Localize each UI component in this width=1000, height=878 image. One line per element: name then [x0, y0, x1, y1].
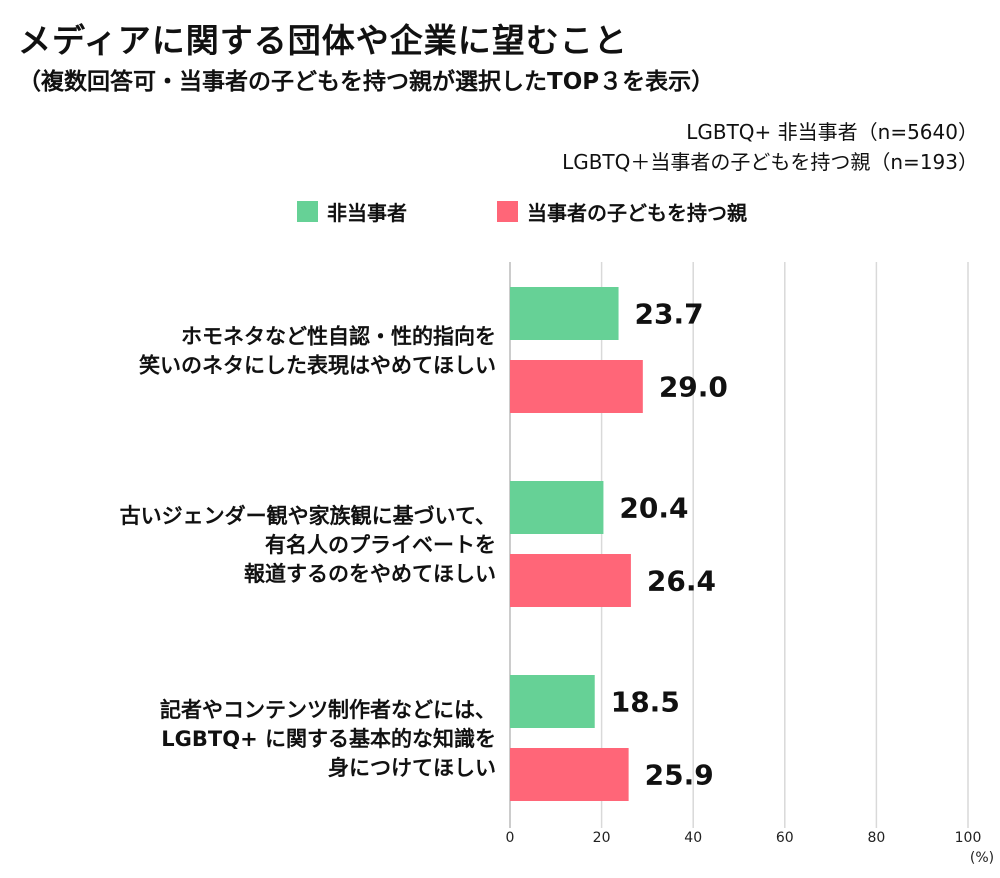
- x-tick-label-20: 20: [593, 830, 611, 846]
- bar-parents-1: [510, 360, 643, 413]
- category-label-3: 記者やコンテンツ制作者などには、 LGBTQ+ に関する基本的な知識を身につけてほ…: [160, 698, 496, 780]
- bar-non-lgbtq-3: [510, 675, 595, 728]
- x-tick-label-80: 80: [867, 830, 885, 846]
- value-label-non-lgbtq-3: 18.5: [611, 686, 680, 719]
- sample-note-parents: LGBTQ＋当事者の子どもを持つ親（n=193）: [562, 150, 978, 174]
- x-tick-label-100: 100: [955, 830, 982, 846]
- category-label-line: 身につけてほしい: [328, 756, 496, 780]
- legend: 非当事者 当事者の子どもを持つ親: [0, 197, 1000, 227]
- legend-label-non-lgbtq: 非当事者: [327, 201, 407, 225]
- value-label-parents-1: 29.0: [659, 371, 728, 404]
- legend-swatch-parents: [497, 201, 518, 222]
- category-label-line: 報道するのをやめてほしい: [244, 562, 496, 586]
- legend-label-parents: 当事者の子どもを持つ親: [527, 201, 747, 225]
- legend-item-non-lgbtq: 非当事者: [297, 197, 407, 226]
- chart-title: メディアに関する団体や企業に望むこと: [18, 21, 628, 60]
- category-label-line: 笑いのネタにした表現はやめてほしい: [139, 354, 496, 378]
- sample-note-non-lgbtq: LGBTQ+ 非当事者（n=5640）: [686, 120, 978, 144]
- legend-item-parents: 当事者の子どもを持つ親: [497, 197, 747, 226]
- value-label-non-lgbtq-1: 23.7: [635, 298, 704, 331]
- value-label-non-lgbtq-2: 20.4: [619, 492, 688, 525]
- x-tick-label-60: 60: [776, 830, 794, 846]
- x-tick-label-40: 40: [684, 830, 702, 846]
- legend-swatch-non-lgbtq: [297, 201, 318, 222]
- bar-parents-2: [510, 554, 631, 607]
- bar-parents-3: [510, 748, 629, 801]
- bar-non-lgbtq-2: [510, 481, 604, 534]
- category-label-line: ホモネタなど性自認・性的指向を: [181, 325, 496, 349]
- category-label-line: LGBTQ+ に関する基本的な知識を: [161, 727, 496, 751]
- category-label-2: 古いジェンダー観や家族観に基づいて、有名人のプライベートを報道するのをやめてほし…: [120, 504, 496, 586]
- x-axis-unit: (%): [970, 850, 994, 866]
- category-label-line: 記者やコンテンツ制作者などには、: [160, 698, 496, 722]
- chart-subtitle: （複数回答可・当事者の子どもを持つ親が選択したTOP３を表示）: [18, 69, 715, 95]
- value-label-parents-2: 26.4: [647, 565, 716, 598]
- category-label-line: 有名人のプライベートを: [265, 533, 496, 557]
- category-label-line: 古いジェンダー観や家族観に基づいて、: [120, 504, 496, 528]
- bar-non-lgbtq-1: [510, 287, 619, 340]
- value-label-parents-3: 25.9: [645, 759, 714, 792]
- category-label-1: ホモネタなど性自認・性的指向を笑いのネタにした表現はやめてほしい: [139, 325, 496, 378]
- x-tick-label-0: 0: [506, 830, 515, 846]
